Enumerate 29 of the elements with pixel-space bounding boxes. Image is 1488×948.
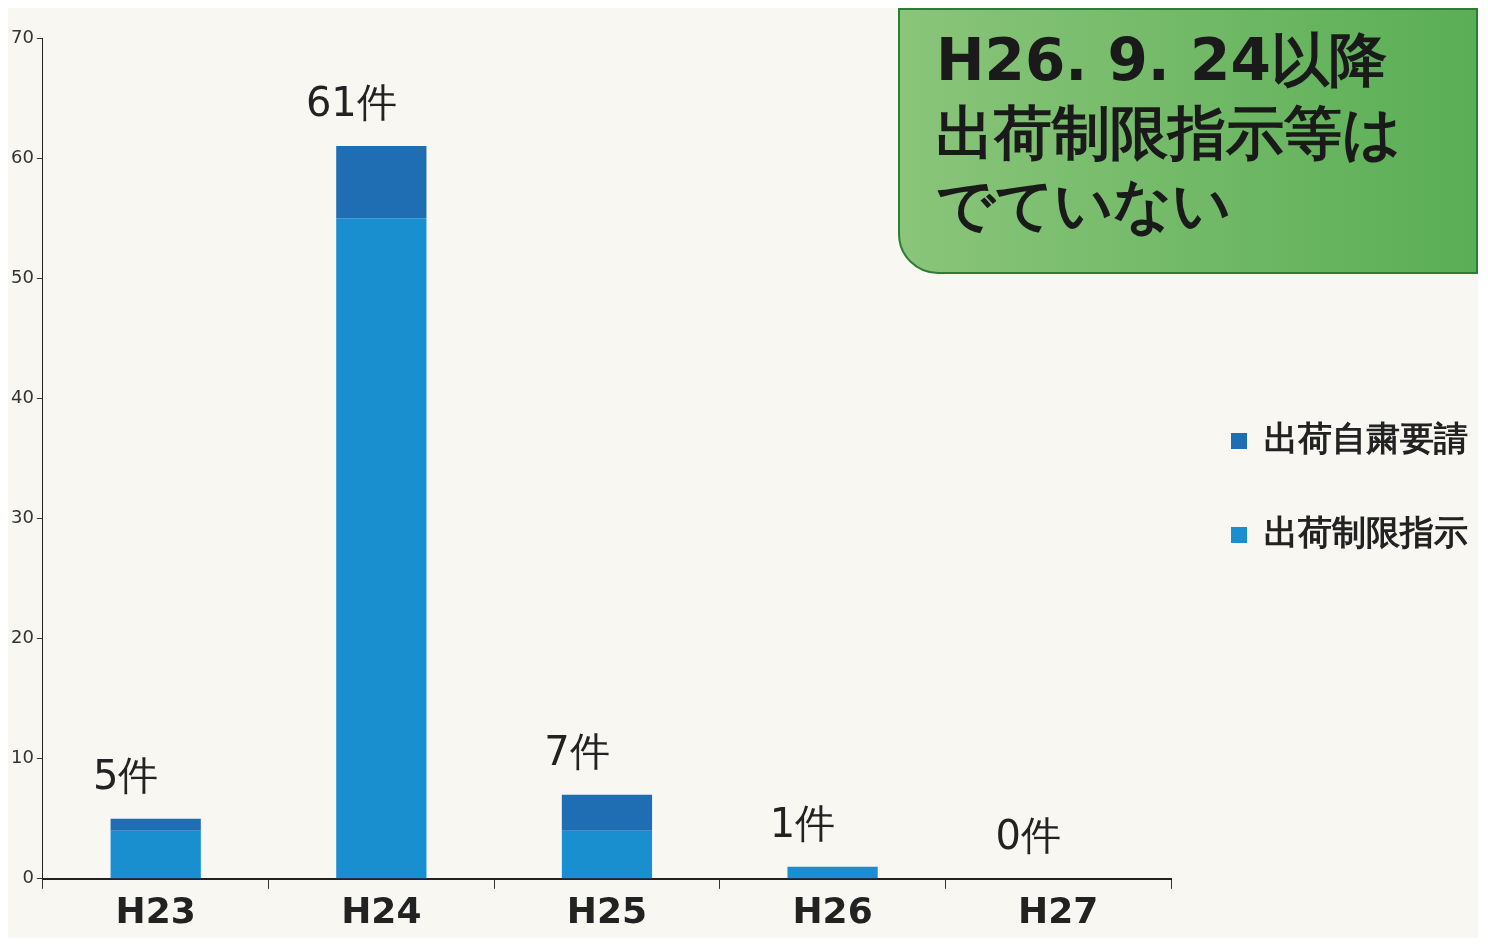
annotation: H26. 9. 24以降: [936, 25, 1388, 96]
y-tick-label: 50: [11, 265, 34, 287]
total-label: 1件: [769, 800, 836, 847]
x-tick-label: H27: [1018, 889, 1099, 931]
legend-label: 出荷制限指示: [1264, 511, 1468, 552]
bar: [110, 830, 201, 879]
total-label: 7件: [544, 728, 610, 775]
bar: [561, 830, 653, 879]
y-tick-label: 0: [22, 866, 34, 888]
x-tick-label: H23: [115, 889, 196, 931]
bar: [561, 794, 653, 831]
legend-label: 出荷自粛要請: [1264, 417, 1468, 458]
y-tick-label: 70: [11, 25, 34, 47]
bar: [787, 866, 878, 879]
x-tick-label: H25: [566, 889, 648, 931]
annotation: 出荷制限指示等はでていない: [936, 97, 1402, 241]
y-tick-label: 40: [11, 386, 34, 408]
y-tick-label: 20: [11, 626, 34, 648]
x-tick-label: H24: [341, 889, 422, 931]
bar: [336, 146, 427, 219]
total-label: 0件: [995, 812, 1061, 859]
bar: [336, 218, 427, 879]
y-tick-label: 60: [11, 145, 34, 167]
total-label: 61件: [305, 79, 397, 126]
total-label: 5件: [92, 752, 159, 799]
x-tick-label: H26: [792, 889, 873, 931]
y-tick-label: 10: [11, 746, 34, 768]
y-tick-label: 30: [11, 506, 34, 528]
bar: [110, 818, 201, 831]
